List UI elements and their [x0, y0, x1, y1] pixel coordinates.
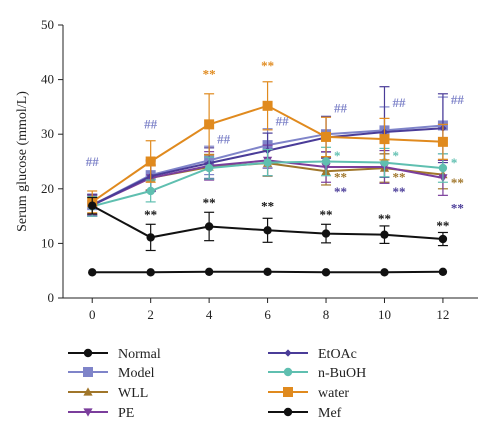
data-point-water — [204, 119, 215, 130]
x-tick-label: 6 — [264, 307, 271, 322]
significance-mark: ## — [334, 100, 348, 115]
legend-item-wll: WLL — [68, 386, 148, 401]
legend-label-model: Model — [118, 366, 155, 381]
x-tick-label: 12 — [436, 307, 449, 322]
data-point-normal — [263, 267, 272, 276]
data-point-normal — [88, 268, 97, 277]
legend-marker-normal — [83, 348, 93, 358]
significance-mark: ** — [392, 170, 405, 185]
significance-mark: ** — [334, 170, 347, 185]
significance-mark: ## — [392, 95, 406, 110]
data-point-normal — [438, 267, 448, 276]
data-point-n-buoh — [380, 158, 389, 167]
significance-mark: ** — [451, 175, 464, 190]
legend-marker-mef — [283, 407, 293, 417]
significance-mark: ** — [261, 199, 274, 214]
significance-mark: ** — [451, 200, 464, 215]
significance-mark: ** — [320, 207, 333, 222]
legend-marker-water — [283, 387, 293, 397]
data-point-water — [437, 136, 448, 147]
significance-mark: ** — [436, 218, 449, 233]
legend-marker-n-buoh — [283, 367, 293, 377]
data-point-mef — [88, 201, 97, 210]
legend-label-n-buoh: n-BuOH — [318, 366, 366, 381]
legend-marker-wll — [83, 387, 93, 396]
legend-item-water: water — [268, 386, 349, 401]
y-tick-label: 0 — [48, 290, 55, 305]
legend-label-water: water — [318, 386, 349, 401]
data-point-mef — [263, 226, 272, 235]
legend-label-etoac: EtOAc — [318, 347, 357, 362]
significance-mark: ## — [451, 92, 465, 107]
y-tick-label: 50 — [41, 17, 54, 32]
data-point-mef — [321, 229, 331, 238]
series-normal — [88, 267, 448, 277]
data-point-normal — [146, 268, 155, 277]
legend-label-mef: Mef — [318, 406, 342, 421]
data-point-water — [379, 134, 390, 145]
significance-mark: ** — [261, 58, 274, 73]
annotation-layer: ########## ## ##*********************** ***… — [86, 58, 465, 233]
significance-mark: * — [334, 148, 341, 163]
data-point-mef — [438, 234, 448, 244]
data-point-mef — [380, 230, 389, 239]
significance-mark: ** — [392, 184, 405, 199]
significance-mark: ## — [86, 154, 100, 169]
legend-item-normal: Normal — [68, 347, 161, 362]
data-point-mef — [204, 222, 214, 231]
significance-mark: ## — [144, 117, 158, 132]
data-point-water — [145, 156, 156, 167]
x-tick-label: 2 — [147, 307, 154, 322]
data-point-n-buoh — [204, 163, 214, 173]
significance-mark: ** — [378, 211, 391, 226]
data-point-n-buoh — [321, 157, 331, 166]
significance-mark: * — [392, 148, 399, 163]
legend-item-n-buoh: n-BuOH — [268, 366, 366, 381]
y-tick-label: 30 — [41, 126, 54, 141]
data-point-mef — [146, 233, 155, 242]
legend-marker-etoac — [284, 349, 292, 357]
legend-layer: Normal Model WLL PE EtOAc n-BuOH water Mef — [68, 347, 366, 421]
significance-mark: ** — [334, 184, 347, 199]
data-point-water — [321, 131, 332, 142]
legend-item-pe: PE — [68, 406, 134, 421]
legend-label-wll: WLL — [118, 386, 148, 401]
legend-item-etoac: EtOAc — [268, 347, 357, 362]
data-point-n-buoh — [438, 163, 448, 173]
data-point-normal — [321, 268, 331, 277]
legend-item-mef: Mef — [268, 406, 342, 421]
y-axis-label: Serum glucose (mmol/L) — [15, 91, 30, 232]
x-tick-label: 0 — [89, 307, 96, 322]
x-tick-label: 8 — [323, 307, 330, 322]
y-tick-label: 40 — [41, 72, 54, 87]
significance-mark: ## — [276, 113, 290, 128]
data-point-normal — [380, 268, 389, 277]
axes-layer: 0 10 20 30 40 50 0 2 4 6 8 10 12 Serum glucose (mmol/… — [15, 17, 478, 322]
significance-mark: ** — [203, 195, 216, 210]
significance-mark: ## — [217, 131, 231, 146]
significance-mark: ** — [144, 207, 157, 222]
series-mef — [87, 196, 448, 252]
legend-marker-pe — [83, 408, 93, 417]
significance-mark: ** — [203, 67, 216, 82]
x-tick-label: 10 — [378, 307, 391, 322]
y-tick-label: 20 — [41, 181, 54, 196]
significance-mark: * — [451, 155, 458, 170]
data-point-water — [262, 100, 273, 111]
legend-label-pe: PE — [118, 406, 134, 421]
series-layer — [87, 81, 448, 277]
legend-label-normal: Normal — [118, 347, 161, 362]
data-point-n-buoh — [263, 158, 272, 167]
data-point-normal — [204, 267, 214, 276]
legend-item-model: Model — [68, 366, 155, 381]
y-tick-label: 10 — [41, 235, 54, 250]
x-tick-label: 4 — [206, 307, 213, 322]
data-point-n-buoh — [146, 186, 155, 196]
legend-marker-model — [83, 367, 93, 377]
